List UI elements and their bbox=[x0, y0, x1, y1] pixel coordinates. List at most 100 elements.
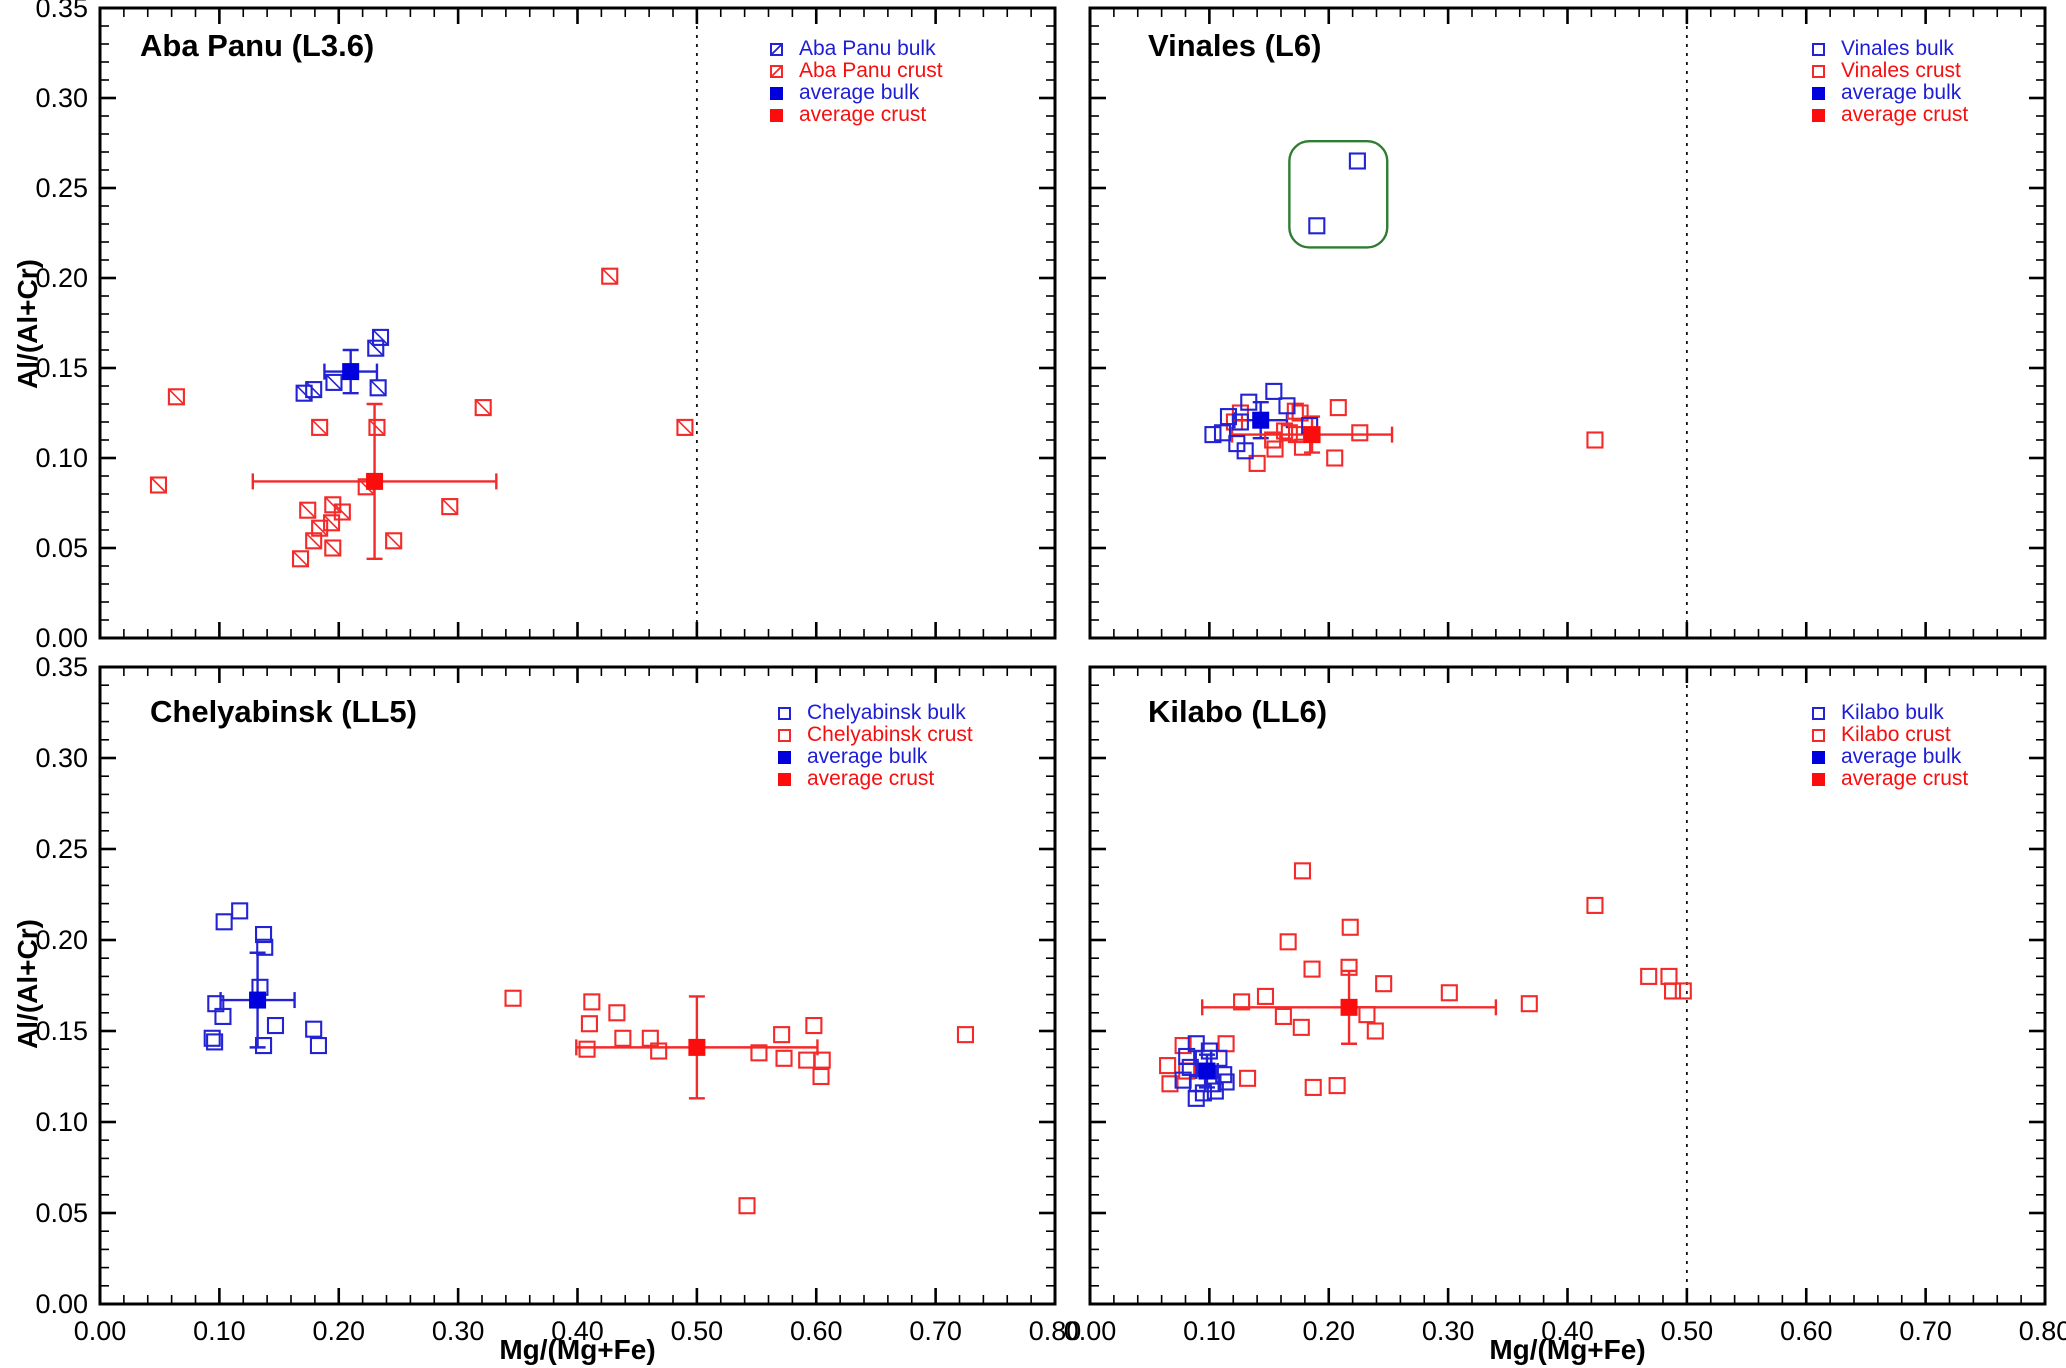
legend-row: Vinales crust bbox=[1812, 60, 1968, 82]
average-bulk-marker-icon bbox=[1812, 750, 1825, 764]
crust-point bbox=[1159, 1057, 1177, 1075]
legend-kilabo: Kilabo bulk Kilabo crust average bulk av… bbox=[1812, 702, 1968, 790]
bulk-marker-icon bbox=[1812, 42, 1825, 56]
bulk-point bbox=[305, 381, 323, 399]
legend-row: average bulk bbox=[770, 82, 943, 104]
legend-label: average bulk bbox=[807, 745, 928, 768]
crust-point bbox=[368, 418, 386, 436]
x-tick-label: 0.10 bbox=[1183, 1316, 1236, 1346]
crust-point bbox=[1340, 958, 1358, 976]
bulk-point bbox=[231, 902, 249, 920]
crust-point bbox=[608, 1004, 626, 1022]
y-tick-label: 0.30 bbox=[35, 743, 88, 773]
y-tick-label: 0.15 bbox=[35, 353, 88, 383]
crust-point bbox=[580, 1015, 598, 1033]
crust-point-slash bbox=[305, 532, 322, 549]
crust-point-slash bbox=[475, 399, 492, 416]
y-tick-label: 0.35 bbox=[35, 0, 88, 23]
crust-point bbox=[323, 514, 341, 532]
crust-point-slash bbox=[292, 550, 309, 567]
crust-point bbox=[1248, 454, 1266, 472]
bulk-point-slash bbox=[367, 340, 384, 357]
crust-point-slash bbox=[311, 520, 328, 537]
crust-point bbox=[311, 519, 329, 537]
crust-point bbox=[1266, 440, 1284, 458]
average-crust-point bbox=[1303, 426, 1321, 444]
legend-label: average bulk bbox=[799, 81, 920, 104]
crust-point bbox=[1326, 449, 1344, 467]
legend-row: average bulk bbox=[1812, 746, 1968, 768]
crust-point bbox=[798, 1051, 816, 1069]
legend-row: average crust bbox=[1812, 768, 1968, 790]
crust-point-slash bbox=[676, 419, 694, 436]
legend-label: Kilabo bulk bbox=[1841, 701, 1944, 724]
crust-point bbox=[601, 267, 619, 285]
legend-row: Chelyabinsk bulk bbox=[778, 702, 973, 724]
y-tick-label: 0.15 bbox=[35, 1016, 88, 1046]
panel-3: 0.00 0.10 0.20 0.30 0.40 0.50 0.60 0.70 0.80 0.00… bbox=[35, 652, 1081, 1346]
legend-chelyabinsk: Chelyabinsk bulk Chelyabinsk crust avera… bbox=[778, 702, 973, 790]
bulk-point bbox=[1265, 382, 1283, 400]
bulk-point bbox=[1231, 413, 1249, 431]
crust-point bbox=[1375, 975, 1393, 993]
crust-point bbox=[1351, 424, 1369, 442]
panel-title-aba-panu: Aba Panu (L3.6) bbox=[140, 28, 375, 63]
average-bulk-marker-icon bbox=[770, 86, 783, 100]
y-tick-label: 0.00 bbox=[35, 1289, 88, 1319]
crust-point bbox=[1328, 1077, 1346, 1095]
legend-label: Aba Panu crust bbox=[799, 59, 943, 82]
crust-point bbox=[299, 501, 317, 519]
crust-point bbox=[149, 476, 168, 494]
average-bulk-point bbox=[342, 363, 360, 381]
bulk-point-slash bbox=[370, 379, 387, 396]
average-crust-marker-icon bbox=[778, 772, 791, 786]
x-tick-label: 0.80 bbox=[2019, 1316, 2066, 1346]
crust-marker-icon bbox=[778, 728, 791, 742]
crust-point bbox=[311, 418, 329, 436]
bulk-point bbox=[367, 339, 385, 357]
crust-point-slash bbox=[299, 502, 316, 519]
legend-row: Vinales bulk bbox=[1812, 38, 1968, 60]
legend-row: Kilabo bulk bbox=[1812, 702, 1968, 724]
x-tick-label: 0.30 bbox=[1422, 1316, 1475, 1346]
bulk-point bbox=[305, 1020, 323, 1038]
y-axis-label-top: Al/(Al+Cr) bbox=[12, 259, 43, 389]
crust-point bbox=[1161, 1075, 1179, 1093]
ticks bbox=[1088, 665, 2047, 1306]
x-tick-label: 0.70 bbox=[1899, 1316, 1952, 1346]
average-bulk-marker-icon bbox=[1812, 86, 1825, 100]
legend-row: average crust bbox=[778, 768, 973, 790]
legend-row: Kilabo crust bbox=[1812, 724, 1968, 746]
crust-point bbox=[1640, 967, 1658, 985]
bulk-point bbox=[206, 1033, 224, 1051]
crust-point-slash bbox=[150, 476, 167, 494]
crust-point bbox=[333, 503, 351, 521]
crust-point-slash bbox=[385, 532, 402, 549]
crust-point bbox=[1329, 399, 1347, 417]
x-tick-label: 0.20 bbox=[1302, 1316, 1355, 1346]
annotation-box bbox=[1288, 139, 1389, 249]
average-crust-point bbox=[366, 472, 384, 490]
bulk-point bbox=[1206, 1082, 1224, 1100]
crust-point bbox=[1358, 1006, 1376, 1024]
y-tick-label: 0.05 bbox=[35, 1198, 88, 1228]
y-tick-label: 0.25 bbox=[35, 834, 88, 864]
crust-point bbox=[1293, 438, 1312, 456]
panel-2 bbox=[1088, 6, 2047, 640]
crust-point-slash bbox=[441, 498, 458, 515]
crust-point bbox=[578, 1040, 596, 1058]
legend-label: average bulk bbox=[1841, 745, 1962, 768]
panel-4: 0.00 0.10 0.20 0.30 0.40 0.50 0.60 0.70 0.80 bbox=[1064, 665, 2066, 1346]
y-tick-label: 0.10 bbox=[35, 1107, 88, 1137]
y-tick-label: 0.00 bbox=[35, 623, 88, 653]
average-crust-marker-icon bbox=[770, 108, 783, 122]
legend-vinales: Vinales bulk Vinales crust average bulk … bbox=[1812, 38, 1968, 126]
legend-label: average crust bbox=[1841, 767, 1969, 790]
y-tick-label: 0.20 bbox=[35, 925, 88, 955]
bulk-point bbox=[256, 938, 274, 956]
crust-point bbox=[1293, 862, 1312, 880]
bulk-point-slash bbox=[296, 385, 313, 402]
crust-marker-icon bbox=[770, 64, 783, 78]
